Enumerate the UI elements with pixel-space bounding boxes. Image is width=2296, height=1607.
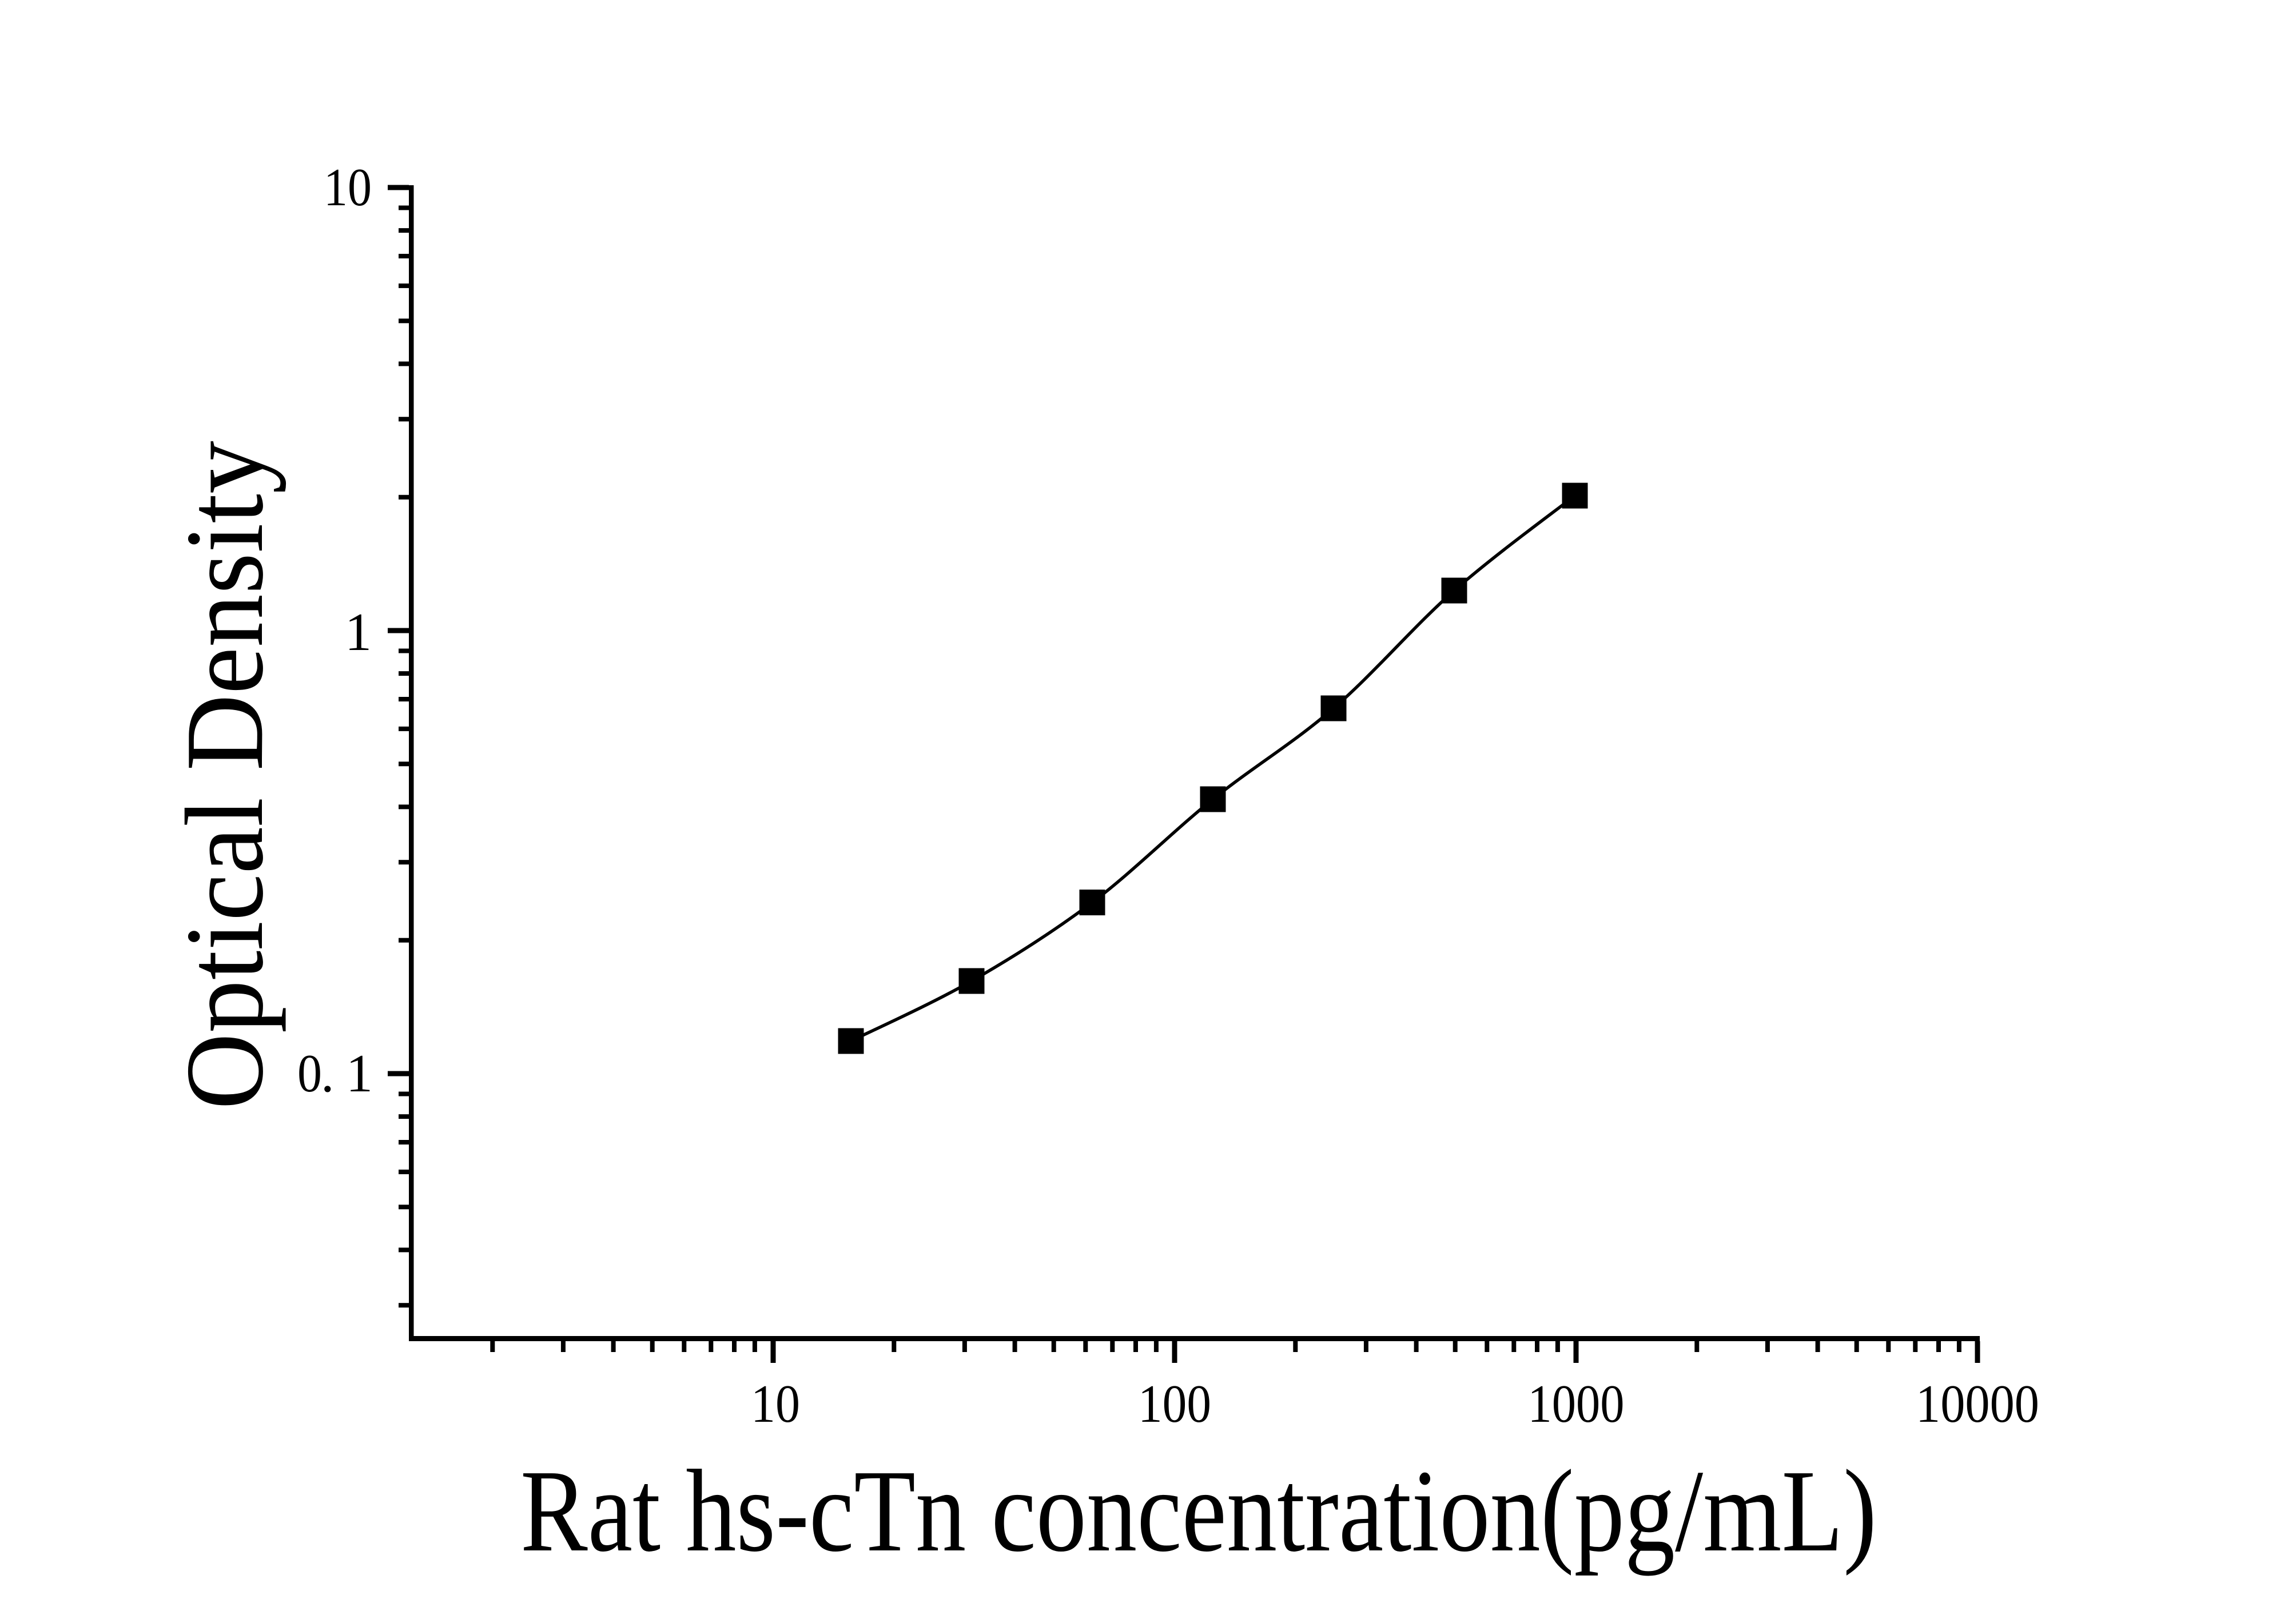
svg-text:1000: 1000 [1528,1374,1625,1434]
svg-text:10: 10 [324,158,372,217]
svg-text:Rat hs-cTn concentration(pg/mL: Rat hs-cTn concentration(pg/mL) [520,1445,1877,1576]
svg-text:1: 1 [346,1044,373,1103]
svg-text:100: 100 [1138,1374,1211,1434]
svg-text:10: 10 [751,1374,800,1434]
svg-text:0: 0 [297,1044,322,1103]
svg-text:10000: 10000 [1916,1374,2039,1434]
svg-text:Optical Density: Optical Density [163,441,286,1110]
svg-text:1: 1 [345,603,372,662]
svg-text:.: . [321,1044,335,1103]
